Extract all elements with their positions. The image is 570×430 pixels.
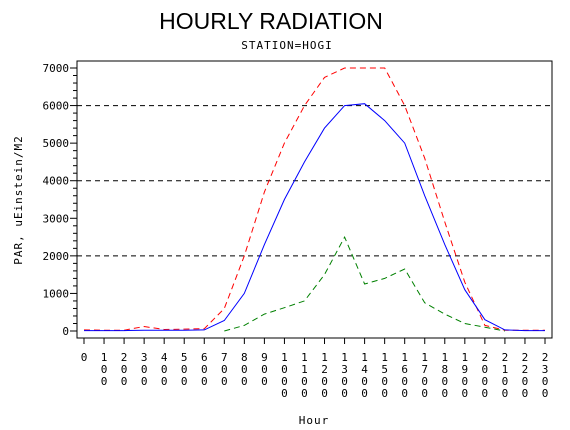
y-tick-label: 4000 bbox=[43, 175, 70, 188]
reference-lines bbox=[77, 105, 552, 257]
y-tick-label: 0 bbox=[62, 325, 69, 338]
chart-subtitle: STATION=HOGI bbox=[241, 39, 332, 52]
chart-title: HOURLY RADIATION bbox=[159, 8, 383, 34]
series-line-1 bbox=[83, 67, 545, 331]
y-tick-label: 5000 bbox=[43, 137, 70, 150]
y-tick-label: 2000 bbox=[43, 250, 70, 263]
series-line-2 bbox=[84, 103, 545, 332]
plot-frame bbox=[76, 60, 553, 339]
y-tick-label: 6000 bbox=[43, 100, 70, 113]
x-tick-label: 0 bbox=[81, 351, 88, 364]
y-tick-label: 1000 bbox=[43, 287, 70, 300]
y-tick-label: 3000 bbox=[43, 212, 70, 225]
series-line-3 bbox=[224, 235, 505, 332]
y-axis: 0 1000 2000 3000 4000 5000 6000 7000 bbox=[43, 62, 77, 338]
series-group bbox=[83, 67, 545, 332]
x-axis: 0 1 0 0 2 0 0 3 0 0 4 0 0 5 0 0 6 0 0 7 0 0 8 0 0 9 0 0 1 0 0 0 1 1 0 0 1 2 0 0… bbox=[81, 338, 549, 400]
x-axis-label: Hour bbox=[299, 414, 330, 427]
y-tick-label: 7000 bbox=[43, 62, 70, 75]
y-axis-label: PAR, uEinstein/M2 bbox=[12, 135, 25, 265]
